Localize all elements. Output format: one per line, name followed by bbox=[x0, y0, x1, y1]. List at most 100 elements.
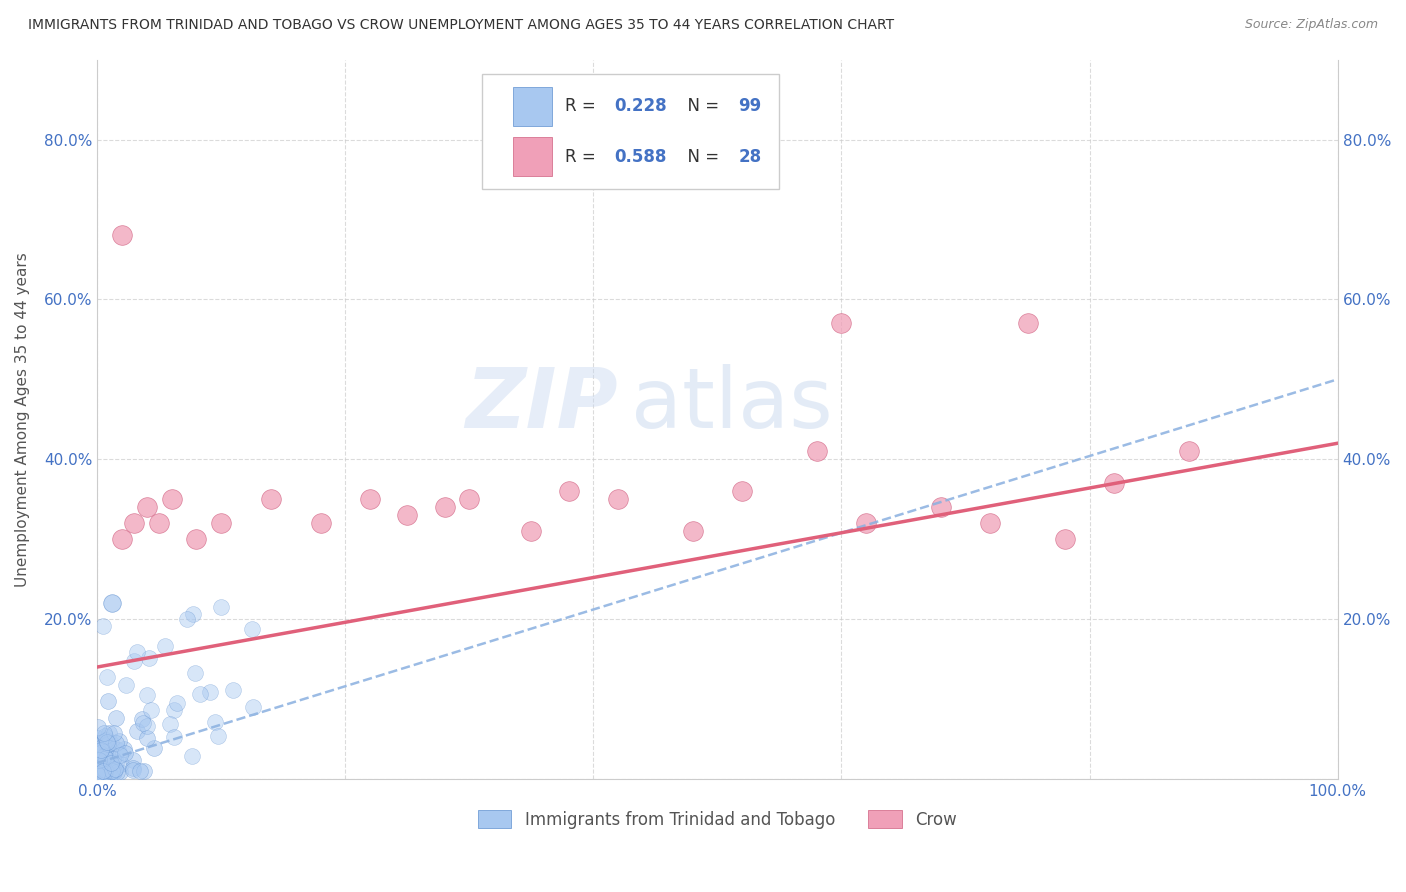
Point bbox=[520, 524, 543, 538]
Point bbox=[433, 500, 456, 515]
Point bbox=[1104, 476, 1126, 491]
Point bbox=[90, 760, 112, 774]
Point bbox=[159, 717, 181, 731]
Point bbox=[124, 516, 146, 531]
Point bbox=[309, 516, 332, 531]
Point bbox=[1017, 316, 1039, 330]
Point bbox=[97, 755, 120, 769]
Point bbox=[94, 763, 117, 777]
Point bbox=[132, 716, 155, 731]
Point bbox=[93, 749, 115, 764]
Text: R =: R = bbox=[565, 97, 600, 115]
Point bbox=[207, 730, 229, 744]
Point bbox=[1178, 444, 1201, 458]
Point bbox=[108, 733, 131, 747]
Point bbox=[166, 696, 188, 710]
Point bbox=[87, 731, 110, 745]
Point bbox=[731, 484, 754, 499]
Point bbox=[91, 619, 114, 633]
Legend: Immigrants from Trinidad and Tobago, Crow: Immigrants from Trinidad and Tobago, Cro… bbox=[471, 804, 963, 835]
Point bbox=[94, 765, 117, 780]
Text: 28: 28 bbox=[738, 148, 762, 166]
Point bbox=[242, 700, 264, 714]
Point bbox=[96, 756, 118, 770]
Point bbox=[135, 500, 157, 515]
Point bbox=[200, 685, 222, 699]
Point bbox=[209, 600, 232, 615]
Point bbox=[222, 682, 245, 697]
Point bbox=[181, 749, 204, 764]
FancyBboxPatch shape bbox=[513, 87, 553, 126]
Point bbox=[114, 746, 136, 760]
Point bbox=[148, 516, 170, 531]
Point bbox=[129, 764, 152, 779]
Text: R =: R = bbox=[565, 148, 600, 166]
Point bbox=[186, 532, 208, 546]
Point bbox=[96, 738, 118, 752]
Point bbox=[104, 762, 127, 776]
Point bbox=[204, 714, 226, 729]
Point bbox=[121, 763, 143, 777]
Point bbox=[90, 767, 112, 781]
Point bbox=[89, 747, 111, 761]
Point bbox=[91, 757, 114, 772]
Text: 0.588: 0.588 bbox=[614, 148, 666, 166]
Point bbox=[97, 761, 120, 775]
Point bbox=[90, 766, 112, 780]
Point bbox=[87, 738, 110, 752]
Point bbox=[103, 752, 125, 766]
Point bbox=[105, 765, 128, 780]
Point bbox=[87, 759, 110, 773]
Point bbox=[94, 751, 117, 765]
Point bbox=[96, 670, 118, 684]
Point bbox=[103, 726, 125, 740]
Point bbox=[90, 742, 112, 756]
Point bbox=[86, 767, 108, 781]
Point bbox=[458, 492, 481, 507]
Point bbox=[112, 742, 135, 756]
Point bbox=[135, 719, 157, 733]
Text: N =: N = bbox=[676, 97, 724, 115]
Point bbox=[176, 612, 198, 626]
Point bbox=[132, 764, 155, 779]
Point bbox=[105, 711, 128, 725]
Point bbox=[103, 764, 125, 779]
Point bbox=[96, 732, 118, 747]
Point bbox=[830, 316, 852, 330]
Point bbox=[93, 749, 115, 764]
Text: N =: N = bbox=[676, 148, 724, 166]
Point bbox=[91, 739, 114, 754]
Point bbox=[155, 639, 177, 653]
Point bbox=[111, 228, 134, 243]
Point bbox=[94, 729, 117, 743]
Point bbox=[90, 756, 112, 770]
Point bbox=[93, 766, 115, 780]
Point bbox=[97, 694, 120, 708]
Point bbox=[105, 756, 128, 770]
Text: 99: 99 bbox=[738, 97, 762, 115]
Point bbox=[122, 761, 145, 775]
Point bbox=[97, 736, 120, 750]
Point bbox=[396, 508, 419, 523]
Point bbox=[96, 747, 118, 761]
Point bbox=[209, 516, 232, 531]
Point bbox=[806, 444, 828, 458]
Point bbox=[136, 688, 159, 702]
Point bbox=[136, 731, 159, 745]
Text: Source: ZipAtlas.com: Source: ZipAtlas.com bbox=[1244, 18, 1378, 31]
Point bbox=[96, 759, 118, 773]
Point bbox=[96, 735, 118, 749]
Point bbox=[260, 492, 283, 507]
Point bbox=[100, 736, 122, 750]
Point bbox=[97, 764, 120, 779]
Point bbox=[110, 757, 132, 772]
Text: atlas: atlas bbox=[631, 364, 832, 445]
Point bbox=[108, 765, 131, 780]
Point bbox=[160, 492, 183, 507]
Point bbox=[127, 724, 149, 739]
Point bbox=[557, 484, 579, 499]
Point bbox=[359, 492, 381, 507]
Point bbox=[1053, 532, 1076, 546]
Point bbox=[100, 756, 122, 771]
Point bbox=[103, 764, 125, 779]
